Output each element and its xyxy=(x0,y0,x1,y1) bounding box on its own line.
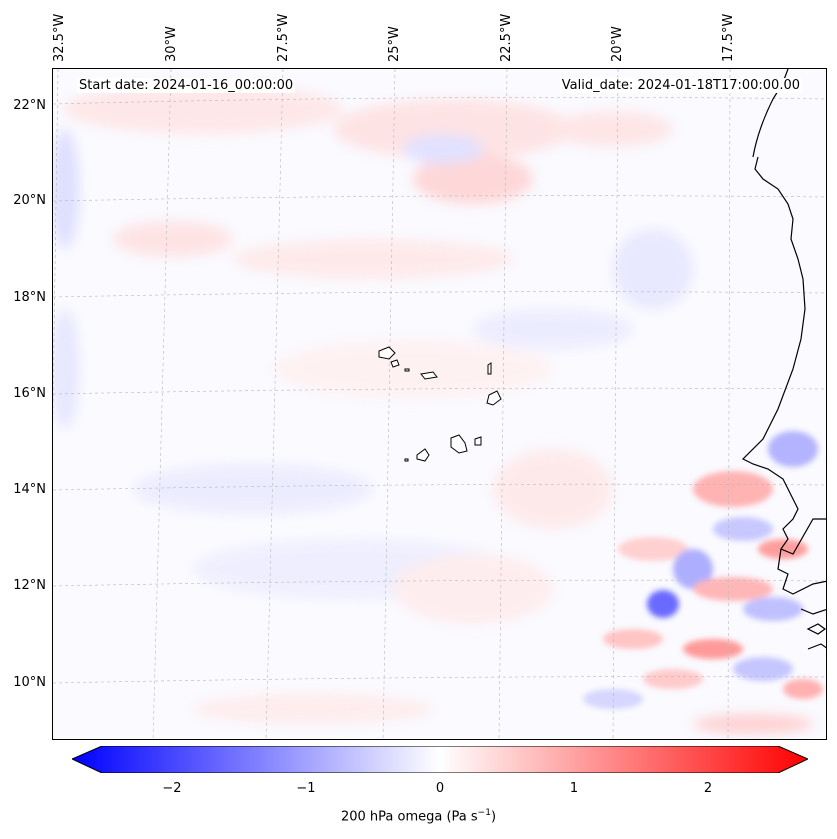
lon-label: 20°W xyxy=(610,26,625,62)
lat-label: 22°N xyxy=(13,98,46,113)
lon-label: 22.5°W xyxy=(499,13,514,62)
lon-label: 27.5°W xyxy=(276,13,291,62)
colorbar-tick: −2 xyxy=(162,781,182,796)
colorbar-tick: 0 xyxy=(435,781,445,796)
lon-label: 17.5°W xyxy=(721,13,736,62)
lat-label: 10°N xyxy=(13,675,46,690)
colorbar xyxy=(72,746,808,773)
lat-label: 16°N xyxy=(13,386,46,401)
lat-label: 14°N xyxy=(13,482,46,497)
lat-label: 12°N xyxy=(13,578,46,593)
lon-label: 25°W xyxy=(387,26,402,62)
colorbar-tick: −1 xyxy=(296,781,316,796)
omega-field xyxy=(53,69,826,739)
colorbar-label: 200 hPa omega (Pa s−1) xyxy=(340,808,497,825)
lon-label: 30°W xyxy=(164,26,179,62)
lon-label: 32.5°W xyxy=(52,13,67,62)
valid-date-label: Valid_date: 2024-01-18T17:00:00.00 xyxy=(559,78,802,93)
colorbar-tick: 2 xyxy=(703,781,713,796)
start-date-label: Start date: 2024-01-16_00:00:00 xyxy=(77,78,296,93)
lat-label: 20°N xyxy=(13,193,46,208)
map-panel[interactable]: Start date: 2024-01-16_00:00:00 Valid_da… xyxy=(52,68,827,740)
lat-label: 18°N xyxy=(13,290,46,305)
colorbar-tick: 1 xyxy=(569,781,579,796)
